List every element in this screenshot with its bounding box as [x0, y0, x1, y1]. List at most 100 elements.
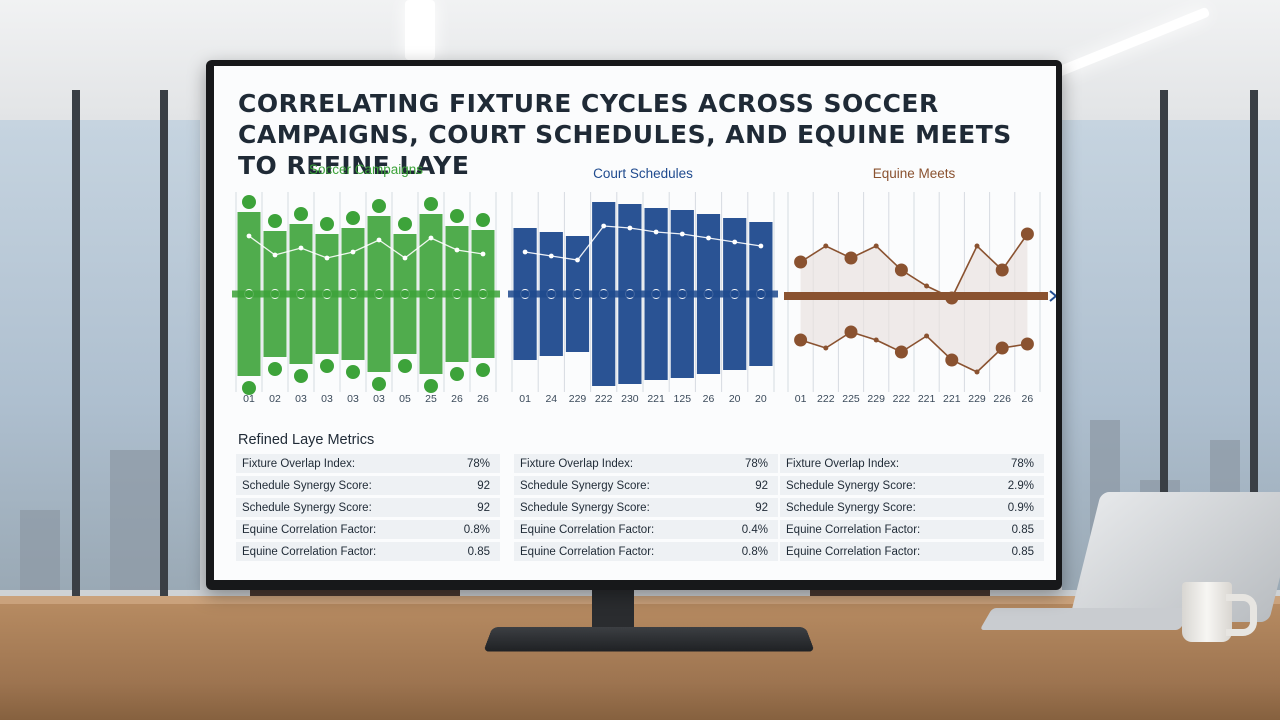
window-frame	[160, 90, 168, 610]
metric-label: Schedule Synergy Score:	[242, 501, 372, 514]
tick-label: 03	[295, 393, 307, 405]
series-line	[800, 233, 1029, 300]
trend-point	[522, 249, 528, 255]
marker-top	[320, 217, 334, 231]
tick-label: 03	[373, 393, 385, 405]
tick-label: 222	[817, 393, 835, 405]
series-point	[873, 337, 879, 343]
series-marker	[894, 263, 908, 277]
tick-label: 229	[867, 393, 885, 405]
series-marker	[894, 345, 908, 359]
marker-bottom	[242, 381, 256, 395]
dashboard-title: CORRELATING FIXTURE CYCLES ACROSS SOCCER…	[238, 89, 1012, 180]
tick-label: 221	[918, 393, 936, 405]
trend-point	[376, 237, 382, 243]
trend-point	[758, 243, 764, 249]
series-marker	[794, 255, 808, 269]
series-marker	[995, 263, 1009, 277]
trend-point	[480, 251, 486, 257]
marker-top	[242, 195, 256, 209]
tick-label: 26	[1022, 393, 1034, 405]
metric-value: 78%	[744, 457, 768, 470]
metric-value: 0.9%	[1007, 501, 1034, 514]
trend-point	[246, 233, 252, 239]
metric-value: 2.9%	[1007, 479, 1034, 492]
laptop-base	[979, 608, 1193, 630]
series-marker	[844, 251, 858, 265]
metric-row: Schedule Synergy Score: 92	[236, 476, 500, 495]
marker-bottom	[268, 362, 282, 376]
series-marker	[995, 341, 1009, 355]
metric-value: 0.4%	[741, 523, 768, 536]
tick-label: 20	[755, 393, 767, 405]
trend-point	[732, 239, 738, 245]
metric-label: Fixture Overlap Index:	[242, 457, 356, 470]
metric-value: 92	[477, 501, 490, 514]
tick-label: 26	[477, 393, 489, 405]
series-marker	[1020, 337, 1034, 351]
marker-bottom	[372, 377, 386, 391]
tick-label: 222	[595, 393, 613, 405]
metric-row: Equine Correlation Factor: 0.8%	[236, 520, 500, 539]
series-marker	[1020, 227, 1034, 241]
skyline	[110, 450, 160, 590]
metrics-panel-court: Fixture Overlap Index: 78% Schedule Syner…	[514, 454, 778, 564]
range-band	[800, 234, 1028, 372]
marker-bottom	[450, 367, 464, 381]
trend-point	[653, 229, 659, 235]
metric-row: Equine Correlation Factor: 0.8%	[514, 542, 778, 561]
series-point	[924, 283, 930, 289]
ceiling-light	[405, 0, 435, 60]
axis-arrow	[1049, 290, 1056, 302]
tick-label: 230	[621, 393, 639, 405]
metric-value: 0.8%	[741, 545, 768, 558]
chart-title: Equine Meets	[873, 166, 956, 181]
metric-row: Equine Correlation Factor: 0.85	[780, 542, 1044, 561]
metric-value: 0.8%	[463, 523, 490, 536]
trend-point	[627, 225, 633, 231]
tick-label: 01	[519, 393, 531, 405]
tick-label: 25	[425, 393, 437, 405]
trend-point	[298, 245, 304, 251]
metric-value: 78%	[466, 457, 490, 470]
fixture-cycle-charts: Soccer Campaigns 01 02 03 03 03 03 05 25 26 26 Cour…	[232, 162, 1056, 405]
tick-label: 01	[243, 393, 255, 405]
metric-label: Schedule Synergy Score:	[242, 479, 372, 492]
monitor-stand	[592, 585, 634, 635]
chart-title: Soccer Campaigns	[309, 162, 423, 177]
metric-value: 0.85	[467, 545, 490, 558]
series-point	[823, 243, 829, 249]
series-point	[924, 333, 930, 339]
marker-bottom	[346, 365, 360, 379]
marker-bottom	[424, 379, 438, 393]
metric-label: Schedule Synergy Score:	[786, 479, 916, 492]
tick-label: 125	[674, 393, 692, 405]
metric-value: 0.85	[1011, 545, 1034, 558]
trend-point	[428, 235, 434, 241]
metric-label: Equine Correlation Factor:	[242, 523, 377, 536]
series-marker	[844, 325, 858, 339]
metrics-panel-soccer: Fixture Overlap Index: 78% Schedule Syner…	[236, 454, 500, 564]
metric-label: Schedule Synergy Score:	[520, 501, 650, 514]
metric-label: Equine Correlation Factor:	[520, 523, 655, 536]
metric-row: Schedule Synergy Score: 92	[236, 498, 500, 517]
tick-label: 229	[968, 393, 986, 405]
metric-row: Fixture Overlap Index: 78%	[780, 454, 1044, 473]
metrics-panel-equine: Fixture Overlap Index: 78% Schedule Syner…	[780, 454, 1044, 564]
tick-label: 03	[347, 393, 359, 405]
tick-label: 221	[943, 393, 961, 405]
series-marker	[945, 353, 959, 367]
metric-row: Schedule Synergy Score: 2.9%	[780, 476, 1044, 495]
metric-label: Equine Correlation Factor:	[786, 545, 921, 558]
window-frame	[1250, 90, 1258, 610]
metric-label: Schedule Synergy Score:	[520, 479, 650, 492]
metric-row: Equine Correlation Factor: 0.85	[236, 542, 500, 561]
metric-value: 78%	[1010, 457, 1034, 470]
skyline	[20, 510, 60, 590]
metrics-title: Refined Laye Metrics	[238, 432, 375, 448]
tick-label: 02	[269, 393, 281, 405]
marker-top	[372, 199, 386, 213]
metric-value: 92	[477, 479, 490, 492]
trend-point	[454, 247, 460, 253]
